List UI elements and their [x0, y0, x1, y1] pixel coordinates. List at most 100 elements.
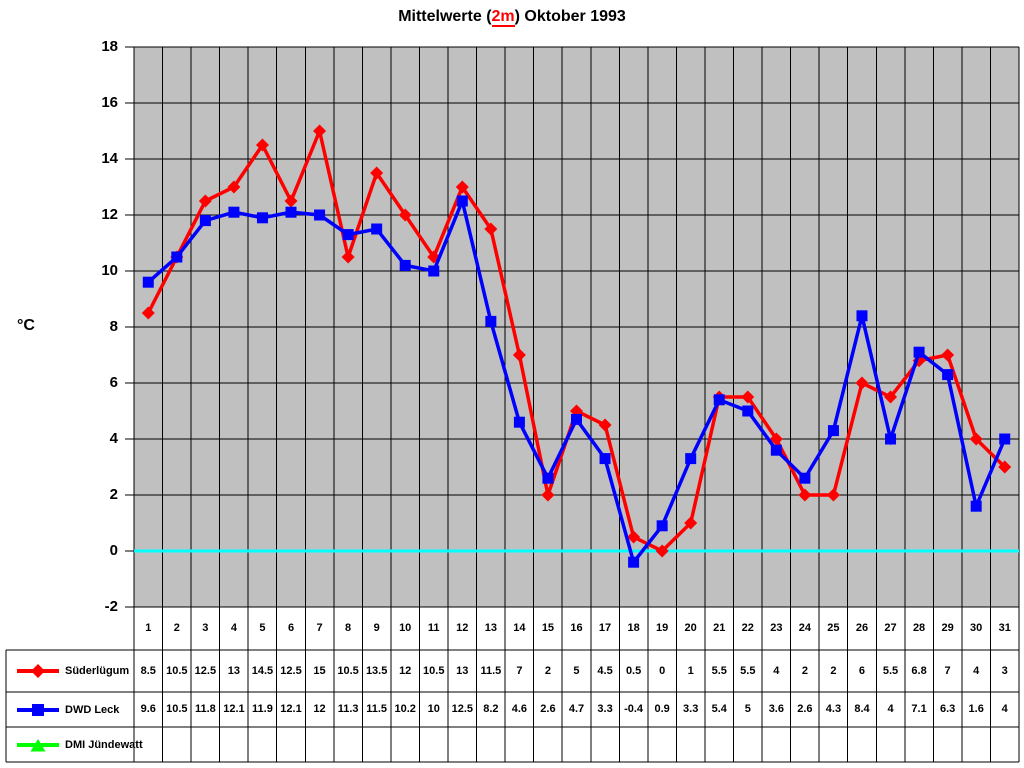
y-axis-title: °C — [17, 317, 35, 334]
value-cell — [277, 727, 306, 762]
day-label: 13 — [484, 622, 497, 634]
day-label: 29 — [941, 622, 954, 634]
value-cell: 2 — [801, 665, 808, 677]
value-cell: 4.7 — [568, 703, 585, 715]
day-label: 6 — [287, 622, 295, 634]
value-cell: 11.3 — [337, 703, 359, 715]
value-cell: 3.6 — [768, 703, 784, 715]
data-point-marker — [342, 229, 354, 241]
value-cell — [134, 727, 163, 762]
value-cell: 12.5 — [451, 703, 474, 715]
value-cell: 10.5 — [423, 665, 445, 677]
value-cell: 7 — [516, 665, 523, 677]
diamond-marker-icon — [17, 664, 59, 678]
day-label: 9 — [373, 622, 380, 634]
value-cell — [905, 727, 934, 762]
series-name-label: DWD Leck — [65, 703, 120, 716]
series-2-line — [142, 195, 1011, 568]
value-cell — [876, 727, 905, 762]
value-cell: 5.5 — [711, 665, 727, 677]
value-cell — [534, 727, 563, 762]
value-cell: 10.2 — [394, 703, 416, 715]
value-cell: 7.1 — [911, 703, 927, 715]
value-cell — [334, 727, 363, 762]
value-cell: 1.6 — [968, 703, 984, 715]
value-cell: 6.3 — [939, 703, 956, 715]
value-cell: 0.9 — [654, 703, 670, 715]
data-point-marker — [741, 390, 755, 404]
data-point-marker — [598, 418, 612, 432]
value-cell: 0.5 — [625, 665, 642, 677]
data-point-marker — [627, 530, 641, 544]
value-cell: 10.5 — [166, 703, 188, 715]
value-cell — [163, 727, 192, 762]
value-cell: 3.3 — [597, 703, 613, 715]
data-point-marker — [826, 488, 840, 502]
value-cell — [676, 727, 705, 762]
data-point-marker — [284, 194, 298, 208]
chart-title: Mittelwerte (2m) Oktober 1993 — [0, 8, 1024, 27]
value-cell: 11.8 — [194, 703, 216, 715]
data-point-marker — [970, 500, 982, 512]
value-cell — [705, 727, 734, 762]
legend-key-2: DWD Leck — [7, 692, 134, 727]
value-cell — [648, 727, 677, 762]
value-cell: 4 — [973, 665, 980, 677]
value-cell: 3.3 — [683, 703, 699, 715]
triangle-marker-icon — [17, 738, 59, 751]
data-point-marker — [255, 138, 269, 152]
value-cell — [962, 727, 991, 762]
value-cell: 12.1 — [280, 703, 302, 715]
day-label: 22 — [741, 622, 754, 634]
y-axis-tick-label: 8 — [109, 318, 118, 335]
day-label: 26 — [855, 622, 869, 634]
data-point-marker — [428, 265, 440, 277]
data-point-marker — [999, 433, 1011, 445]
data-point-marker — [685, 453, 697, 465]
data-point-marker — [998, 460, 1012, 474]
day-label: 18 — [627, 622, 640, 634]
data-point-marker — [542, 472, 554, 484]
value-cell: 5.5 — [882, 665, 899, 677]
y-axis-tick-label: -2 — [104, 598, 118, 615]
value-cell — [391, 727, 420, 762]
data-point-marker — [513, 416, 525, 428]
day-label: 15 — [541, 622, 555, 634]
day-label: 14 — [513, 622, 526, 634]
chart-title-prefix: Mittelwerte ( — [398, 8, 492, 25]
data-point-marker — [313, 124, 327, 138]
value-cell: 6 — [858, 665, 866, 677]
legend-key-1: Süderlügum — [7, 650, 134, 692]
table-borders — [5, 649, 1019, 763]
value-cell: 3 — [1001, 665, 1008, 677]
value-cell: 10 — [427, 703, 440, 715]
data-point-marker — [142, 276, 154, 288]
day-label: 12 — [456, 622, 469, 634]
y-axis-tick-label: 14 — [101, 150, 118, 167]
value-cell — [562, 727, 591, 762]
series-1-line — [141, 124, 1012, 558]
data-point-marker — [141, 306, 155, 320]
value-cell: 13 — [227, 665, 241, 677]
data-point-marker — [171, 251, 183, 263]
value-cell — [762, 727, 791, 762]
value-cell: 11.5 — [480, 665, 502, 677]
data-point-marker — [541, 488, 555, 502]
square-marker-icon — [17, 703, 59, 716]
y-axis-tick-label: 16 — [101, 94, 118, 111]
data-point-marker — [769, 432, 783, 446]
data-point-marker — [913, 346, 925, 358]
value-cell: 5.5 — [740, 665, 756, 677]
data-point-marker — [228, 206, 240, 218]
data-point-marker — [485, 315, 497, 327]
data-point-marker — [684, 516, 698, 530]
y-axis-tick-label: 10 — [101, 262, 118, 279]
value-cell: 13 — [456, 665, 469, 677]
day-label: 19 — [656, 622, 669, 634]
y-axis-tick-label: 0 — [109, 542, 118, 559]
value-cell: 5 — [744, 703, 751, 715]
day-label: 8 — [345, 622, 352, 634]
data-point-marker — [398, 208, 412, 222]
value-cell: 9.6 — [140, 703, 156, 715]
value-cell: 10.5 — [166, 665, 188, 677]
